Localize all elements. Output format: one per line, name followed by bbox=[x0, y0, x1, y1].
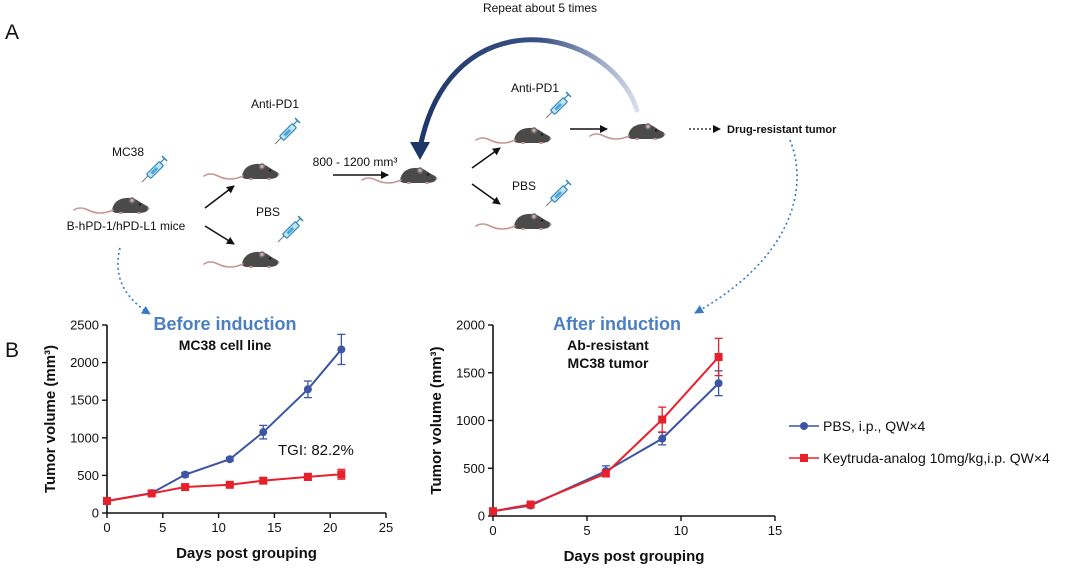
after-point-keytruda bbox=[489, 507, 497, 516]
right-chart-subtitle-line2: MC38 tumor bbox=[568, 355, 649, 371]
arm2-anti-pd1-label: Anti-PD1 bbox=[511, 81, 559, 95]
before-point-keytruda bbox=[259, 476, 268, 485]
arm1-pbs-label: PBS bbox=[256, 205, 280, 219]
right-chart-heading: After induction bbox=[553, 314, 681, 334]
legend: PBS, i.p., QW×4 Keytruda-analog 10mg/kg,… bbox=[789, 418, 1050, 466]
after-point-keytruda bbox=[526, 500, 535, 509]
repeat-arc-arrow bbox=[417, 37, 640, 151]
after-y-tick-label: 500 bbox=[463, 461, 485, 476]
before-x-tick-label: 0 bbox=[103, 520, 110, 535]
legend-marker-keytruda bbox=[800, 454, 808, 462]
after-point-keytruda bbox=[601, 469, 610, 478]
panel-a-label: A bbox=[5, 21, 19, 44]
legend-marker-pbs bbox=[800, 422, 808, 430]
before-x-tick-label: 20 bbox=[323, 520, 337, 535]
syringe-icon bbox=[545, 91, 572, 119]
panel-b-label: B bbox=[5, 339, 19, 362]
mouse-icon bbox=[203, 250, 281, 269]
after-x-axis-label: Days post grouping bbox=[564, 548, 705, 565]
after-line-keytruda bbox=[492, 356, 720, 513]
after-line-pbs bbox=[492, 382, 720, 513]
before-y-tick-label: 2000 bbox=[70, 355, 99, 370]
after-point-keytruda bbox=[658, 415, 667, 424]
arrow-to-arm1-pbs bbox=[204, 225, 235, 245]
after-x-tick-label: 10 bbox=[674, 523, 688, 538]
arrow-to-arm2-anti bbox=[471, 147, 501, 169]
mc38-label: MC38 bbox=[112, 145, 144, 159]
before-point-keytruda bbox=[225, 480, 234, 489]
before-point-keytruda bbox=[103, 496, 111, 505]
after-x-tick-label: 15 bbox=[768, 523, 782, 538]
before-point-pbs bbox=[259, 428, 268, 437]
mouse-icon bbox=[475, 126, 553, 145]
chart-before-induction: 0 5 10 15 20 25 0 500 1000 1500 2000 2500 Days post … bbox=[42, 318, 393, 563]
before-x-tick-label: 5 bbox=[159, 520, 166, 535]
volume-threshold-label: 800 - 1200 mm³ bbox=[313, 155, 398, 169]
before-y-tick-label: 2500 bbox=[70, 318, 99, 333]
syringe-icon bbox=[277, 215, 304, 243]
before-x-tick-label: 10 bbox=[211, 520, 225, 535]
before-point-keytruda bbox=[337, 470, 346, 479]
mouse-icon bbox=[589, 122, 667, 141]
before-x-tick-label: 25 bbox=[379, 520, 393, 535]
before-y-tick-label: 0 bbox=[92, 506, 99, 521]
syringe-icon bbox=[274, 117, 301, 145]
tgi-annotation: TGI: 82.2% bbox=[278, 442, 354, 459]
legend-label-pbs: PBS, i.p., QW×4 bbox=[823, 418, 926, 434]
before-y-tick-label: 500 bbox=[77, 468, 99, 483]
before-point-keytruda bbox=[181, 483, 190, 492]
before-point-pbs bbox=[225, 455, 234, 464]
after-point-pbs bbox=[658, 434, 667, 443]
outcome-label: Drug-resistant tumor bbox=[727, 124, 837, 136]
before-point-pbs bbox=[181, 470, 190, 479]
before-point-pbs bbox=[303, 385, 312, 394]
mouse-icon bbox=[475, 212, 553, 231]
syringe-icon bbox=[545, 179, 572, 207]
before-point-keytruda bbox=[147, 489, 156, 498]
right-chart-subtitle-line1: Ab-resistant bbox=[567, 337, 649, 353]
after-point-pbs bbox=[714, 379, 723, 388]
legend-label-keytruda: Keytruda-analog 10mg/kg,i.p. QW×4 bbox=[823, 450, 1050, 466]
after-y-tick-label: 1500 bbox=[456, 365, 485, 380]
after-x-tick-label: 0 bbox=[489, 523, 496, 538]
before-y-tick-label: 1500 bbox=[70, 393, 99, 408]
after-x-tick-label: 5 bbox=[583, 523, 590, 538]
after-y-tick-label: 2000 bbox=[456, 318, 485, 333]
before-point-pbs bbox=[337, 345, 346, 354]
mouse-icon bbox=[203, 162, 281, 181]
syringe-icon bbox=[141, 155, 168, 183]
connector-before bbox=[117, 247, 151, 315]
after-y-tick-label: 1000 bbox=[456, 413, 485, 428]
before-y-axis-label: Tumor volume (mm³) bbox=[42, 345, 59, 493]
before-x-tick-label: 15 bbox=[267, 520, 281, 535]
after-y-axis-label: Tumor volume (mm³) bbox=[428, 346, 445, 494]
chart-after-induction: 0 5 10 15 0 500 1000 1500 2000 Days post grouping… bbox=[428, 318, 782, 566]
after-point-keytruda bbox=[714, 352, 723, 361]
mouse-icon bbox=[73, 196, 151, 215]
arrow-to-arm2-pbs bbox=[471, 183, 501, 205]
mouse-strain-label: B-hPD-1/hPD-L1 mice bbox=[67, 219, 186, 233]
repeat-label: Repeat about 5 times bbox=[483, 1, 597, 15]
arm2-pbs-label: PBS bbox=[512, 179, 536, 193]
after-y-tick-label: 0 bbox=[478, 509, 485, 524]
left-chart-subtitle: MC38 cell line bbox=[179, 337, 272, 353]
connector-after bbox=[694, 139, 798, 314]
repeat-arrowhead bbox=[410, 142, 430, 160]
arrow-to-arm1-anti bbox=[204, 185, 235, 209]
left-chart-heading: Before induction bbox=[154, 314, 297, 334]
arm1-anti-pd1-label: Anti-PD1 bbox=[251, 97, 299, 111]
before-point-keytruda bbox=[303, 472, 312, 481]
before-y-tick-label: 1000 bbox=[70, 430, 99, 445]
before-x-axis-label: Days post grouping bbox=[176, 545, 317, 562]
